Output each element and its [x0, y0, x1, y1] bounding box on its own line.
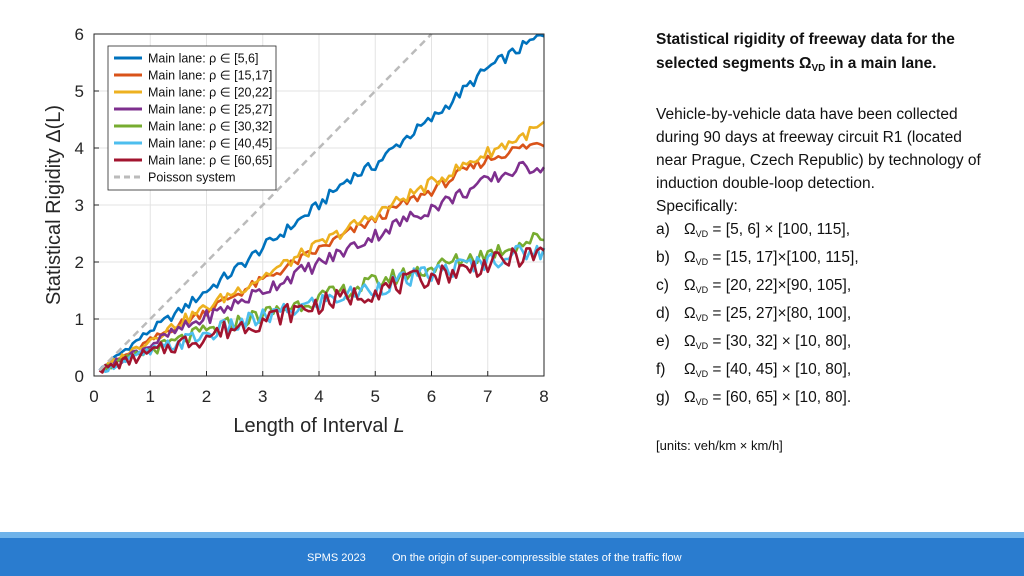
series-line-4	[98, 160, 546, 372]
series-line-1	[98, 33, 545, 372]
list-item: d) ΩVD = [25, 27]×[80, 100],	[656, 305, 852, 323]
y-tick-label: 3	[75, 196, 84, 215]
x-tick-label: 7	[483, 387, 492, 406]
series-line-7	[98, 246, 545, 374]
x-tick-label: 0	[89, 387, 98, 406]
legend-label: Poisson system	[148, 171, 236, 185]
legend: Main lane: ρ ∈ [5,6] Main lane: ρ ∈ [15,1…	[107, 45, 277, 191]
x-tick-label: 6	[427, 387, 436, 406]
y-tick-label: 5	[75, 82, 84, 101]
rigidity-chart: 0 1 2 3 4 5 6 7 8 0 1 2 3 4 5 6 Length of Interval L Stat…	[40, 18, 560, 446]
specifically-label: Specifically:	[656, 198, 738, 215]
legend-box	[107, 45, 277, 191]
side-text-panel: Statistical rigidity of freeway data for…	[656, 28, 986, 457]
legend-label: Main lane: ρ ∈ [30,32]	[148, 120, 272, 134]
x-tick-label: 8	[539, 387, 548, 406]
y-axis-label: Statistical Rigidity Δ(L)	[43, 105, 65, 305]
x-tick-label: 1	[146, 387, 155, 406]
legend-label: Main lane: ρ ∈ [5,6]	[148, 52, 258, 66]
segment-list: a) ΩVD = [5, 6] × [100, 115], b) ΩVD = [15…	[656, 218, 986, 414]
x-tick-label: 2	[202, 387, 211, 406]
list-item: f) ΩVD = [40, 45] × [10, 80],	[656, 361, 852, 379]
x-tick-label: 5	[371, 387, 380, 406]
legend-label: Main lane: ρ ∈ [60,65]	[148, 154, 272, 168]
legend-label: Main lane: ρ ∈ [25,27]	[148, 103, 272, 117]
list-item: b) ΩVD = [15, 17]×[100, 115],	[656, 249, 859, 267]
y-tick-label: 0	[75, 367, 84, 386]
footer-conference: SPMS 2023	[307, 552, 366, 564]
series-line-3	[99, 120, 545, 372]
x-axis-label: Length of Interval L	[233, 415, 404, 437]
list-item: e) ΩVD = [30, 32] × [10, 80],	[656, 333, 852, 351]
legend-label: Main lane: ρ ∈ [20,22]	[148, 86, 272, 100]
list-item: g) ΩVD = [60, 65] × [10, 80].	[656, 389, 852, 407]
y-tick-label: 4	[75, 139, 84, 158]
x-tick-label: 3	[258, 387, 267, 406]
footer-bar: SPMS 2023 On the origin of super-compres…	[0, 532, 1024, 576]
units-note: [units: veh/km × km/h]	[656, 438, 783, 453]
legend-label: Main lane: ρ ∈ [40,45]	[148, 137, 272, 151]
side-title: Statistical rigidity of freeway data for…	[656, 31, 955, 74]
y-tick-label: 6	[75, 25, 84, 44]
list-item: c) ΩVD = [20, 22]×[90, 105],	[656, 277, 852, 295]
legend-label: Main lane: ρ ∈ [15,17]	[148, 69, 272, 83]
description-paragraph: Vehicle-by-vehicle data have been collec…	[656, 106, 981, 192]
footer-talk-title: On the origin of super-compressible stat…	[392, 552, 682, 564]
list-item: a) ΩVD = [5, 6] × [100, 115],	[656, 221, 851, 239]
y-tick-label: 1	[75, 310, 84, 329]
y-tick-label: 2	[75, 253, 84, 272]
chart-svg: 0 1 2 3 4 5 6 7 8 0 1 2 3 4 5 6 Length of Interval L Stat…	[43, 25, 549, 437]
x-tick-label: 4	[314, 387, 323, 406]
series-line-poisson	[98, 33, 433, 372]
